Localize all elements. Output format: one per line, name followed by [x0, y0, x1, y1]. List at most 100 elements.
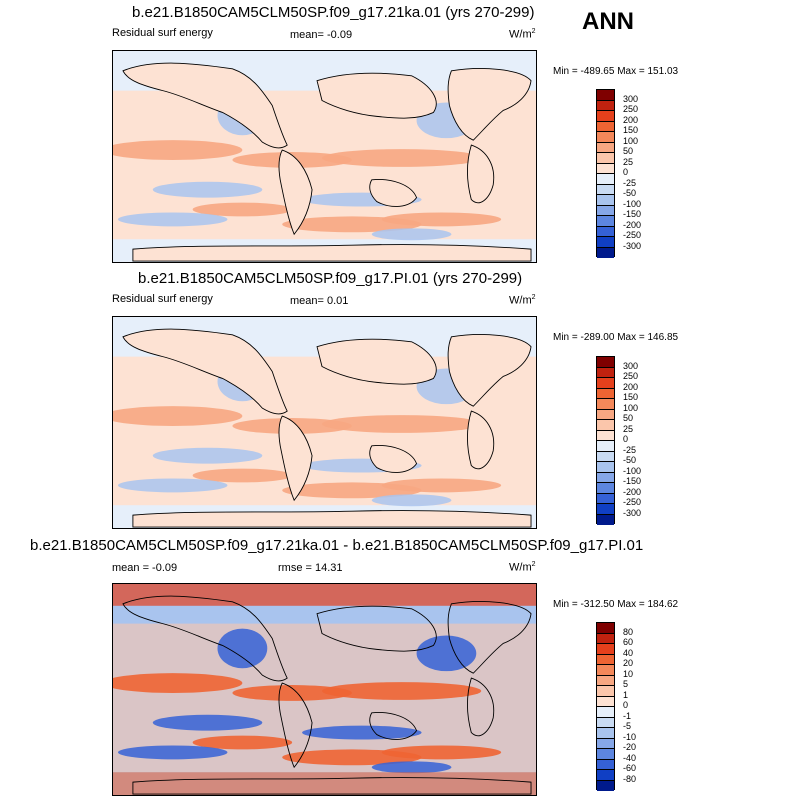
colorbar-swatch [597, 174, 614, 185]
panel2-title: b.e21.B1850CAM5CLM50SP.f09_g17.PI.01 (yr… [138, 270, 523, 287]
colorbar-tick-label: 50 [623, 146, 634, 156]
colorbar-swatch [597, 441, 614, 452]
colorbar-tick-label: 25 [623, 423, 634, 434]
colorbar-tick-label: 100 [623, 402, 639, 413]
panel2-colorbar [596, 356, 615, 525]
colorbar-swatch [597, 514, 614, 525]
colorbar-swatch [597, 483, 614, 494]
panel1-title: b.e21.B1850CAM5CLM50SP.f09_g17.21ka.01 (… [132, 4, 535, 21]
colorbar-swatch [597, 654, 614, 665]
colorbar-tick-label: -250 [623, 497, 642, 507]
colorbar-tick-label: 200 [623, 381, 639, 392]
colorbar-tick-label: -300 [623, 240, 642, 251]
colorbar-tick-label: 300 [623, 360, 639, 371]
map-field [113, 584, 536, 795]
colorbar-swatch [597, 728, 614, 739]
colorbar-swatch [597, 100, 614, 111]
panel3-rmse: rmse = 14.31 [278, 562, 343, 574]
colorbar-tick-label: 10 [623, 668, 634, 679]
panel1-minmax: Min = -489.65 Max = 151.03 [553, 66, 679, 77]
colorbar-swatch [597, 717, 614, 728]
colorbar-tick-label: 200 [623, 114, 639, 125]
colorbar-swatch [597, 90, 614, 101]
colorbar-tick-label: 100 [623, 135, 639, 146]
colorbar-swatch [597, 357, 614, 368]
colorbar-swatch [597, 696, 614, 707]
colorbar-swatch [597, 472, 614, 483]
colorbar-tick-label: 5 [623, 679, 629, 689]
colorbar-swatch [597, 409, 614, 420]
colorbar-tick-label: -80 [623, 773, 637, 784]
colorbar-swatch [597, 633, 614, 644]
colorbar-swatch [597, 749, 614, 760]
colorbar-swatch [597, 195, 614, 206]
colorbar-tick-label: -25 [623, 177, 637, 188]
panel3-title: b.e21.B1850CAM5CLM50SP.f09_g17.21ka.01 -… [30, 537, 644, 554]
colorbar-tick-label: 150 [623, 392, 639, 402]
colorbar-tick-label: 80 [623, 626, 634, 637]
colorbar-tick-label: 250 [623, 104, 639, 114]
panel1-colorbar [596, 89, 615, 258]
colorbar-swatch [597, 237, 614, 248]
colorbar-tick-label: -100 [623, 198, 642, 209]
colorbar-tick-label: -150 [623, 209, 642, 219]
colorbar-tick-label: -60 [623, 763, 637, 773]
colorbar-tick-label: 50 [623, 413, 634, 423]
colorbar-swatch [597, 142, 614, 153]
colorbar-tick-label: -100 [623, 465, 642, 476]
colorbar-swatch [597, 665, 614, 676]
panel3-mean: mean = -0.09 [112, 562, 178, 574]
colorbar-swatch [597, 247, 614, 258]
season-label: ANN [582, 8, 634, 35]
colorbar-tick-label: -300 [623, 507, 642, 518]
panel3-map [112, 583, 537, 796]
colorbar-swatch [597, 184, 614, 195]
colorbar-swatch [597, 420, 614, 431]
panel3-colorbar [596, 622, 615, 791]
colorbar-swatch [597, 504, 614, 515]
colorbar-tick-label: 40 [623, 647, 634, 658]
colorbar-swatch [597, 399, 614, 410]
panel2-minmax: Min = -289.00 Max = 146.85 [553, 332, 679, 343]
colorbar-swatch [597, 623, 614, 634]
panel1-map [112, 50, 537, 263]
panel1-variable: Residual surf energy [112, 27, 213, 39]
colorbar-tick-label: 250 [623, 371, 639, 381]
colorbar-swatch [597, 163, 614, 174]
panel2-mean: mean= 0.01 [290, 295, 349, 307]
panel1-mean: mean= -0.09 [290, 29, 353, 41]
colorbar-tick-label: 0 [623, 700, 629, 710]
colorbar-swatch [597, 216, 614, 227]
colorbar-tick-label: -50 [623, 455, 637, 465]
colorbar-swatch [597, 644, 614, 655]
colorbar-swatch [597, 462, 614, 473]
colorbar-swatch [597, 205, 614, 216]
panel2-units: W/m2 [509, 294, 536, 307]
colorbar-swatch [597, 738, 614, 749]
colorbar-tick-label: 60 [623, 637, 634, 647]
colorbar-tick-label: 0 [623, 167, 629, 177]
colorbar-swatch [597, 111, 614, 122]
colorbar-swatch [597, 780, 614, 791]
colorbar-swatch [597, 451, 614, 462]
colorbar-tick-label: -250 [623, 230, 642, 240]
panel3-minmax: Min = -312.50 Max = 184.62 [553, 599, 679, 610]
colorbar-swatch [597, 430, 614, 441]
colorbar-swatch [597, 493, 614, 504]
colorbar-tick-label: 150 [623, 125, 639, 135]
colorbar-tick-label: -25 [623, 444, 637, 455]
colorbar-swatch [597, 770, 614, 781]
colorbar-swatch [597, 675, 614, 686]
colorbar-swatch [597, 686, 614, 697]
panel2-variable: Residual surf energy [112, 293, 213, 305]
colorbar-tick-label: 25 [623, 156, 634, 167]
colorbar-swatch [597, 759, 614, 770]
panel2-map [112, 316, 537, 529]
colorbar-swatch [597, 121, 614, 132]
colorbar-swatch [597, 132, 614, 143]
colorbar-tick-label: -1 [623, 710, 632, 721]
colorbar-swatch [597, 388, 614, 399]
colorbar-tick-label: -10 [623, 731, 637, 742]
colorbar-tick-label: -20 [623, 742, 637, 752]
colorbar-tick-label: 0 [623, 434, 629, 444]
